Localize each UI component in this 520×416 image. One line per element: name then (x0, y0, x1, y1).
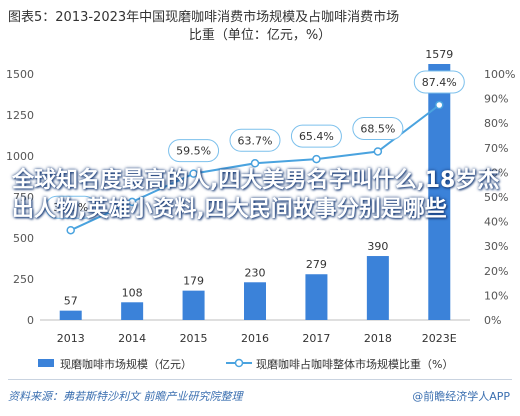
right-axis-ticks: 0% 10% 20% 30% 40% 50% 60% 70% 80% 90% 100% (484, 68, 515, 327)
right-axis-tick-label: 90% (484, 93, 508, 106)
right-axis-tick-label: 10% (484, 289, 508, 302)
bar-2016 (244, 282, 266, 320)
bar-data-label: 179 (183, 275, 204, 288)
share-label-bubble (352, 116, 404, 140)
share-point-2016 (250, 159, 260, 168)
chart-title-units: 比重（单位：亿元，%） (188, 28, 332, 43)
left-axis-ticks: 0 250 500 750 1000 1250 1500 (6, 68, 34, 327)
share-label-text: 87.4% (422, 76, 457, 89)
x-axis-tick-label: 2014 (118, 332, 146, 345)
bar-data-label: 108 (122, 286, 143, 299)
bar-data-label: 57 (64, 295, 78, 308)
right-axis-tick-label: 100% (484, 68, 515, 81)
bar-data-label: 279 (306, 258, 327, 271)
right-axis-tick-label: 40% (484, 216, 508, 229)
share-label-text: 65.4% (299, 130, 334, 143)
right-axis-tick-label: 50% (484, 191, 508, 204)
bar-2014 (121, 302, 144, 320)
bar-data-label: 230 (245, 266, 266, 279)
left-axis-tick-label: 1500 (6, 68, 34, 81)
share-points: 36.5% 59.5% 63.7% 65.4% 68.5% 87.4% (45, 70, 465, 235)
share-label-bubble (229, 128, 281, 152)
source-note: 资料来源：弗若斯特沙利文 前瞻产业研究院整理 (8, 390, 243, 403)
left-axis-tick-label: 750 (13, 191, 34, 204)
bar-2023E (428, 64, 451, 320)
left-axis-tick-label: 500 (13, 232, 34, 245)
bar-2015 (182, 290, 205, 320)
x-axis-tick-label: 2018 (364, 332, 392, 345)
left-axis-tick-label: 1250 (6, 109, 34, 122)
x-axis-tick-label: 2013 (57, 332, 85, 345)
share-data-label: 87.4% (413, 70, 465, 94)
legend-line-label: 现磨咖啡占咖啡整体市场规模比重（%） (256, 358, 454, 371)
legend-bar-label: 现磨咖啡市场规模（亿元） (60, 358, 192, 371)
share-label-text: 63.7% (238, 134, 273, 147)
bar-data-label: 1579 (425, 48, 453, 61)
legend-bar-swatch (38, 359, 54, 367)
right-axis-tick-label: 70% (484, 142, 508, 155)
share-data-label: 36.5% (45, 195, 97, 219)
bar-data-labels: 57 108 179 230 279 390 1579 (64, 48, 454, 308)
share-label-bubble (413, 70, 465, 94)
publisher-credit: @前瞻经济学人APP (412, 390, 510, 403)
x-axis-tick-label: 2016 (241, 332, 269, 345)
bar-series (59, 64, 451, 320)
share-data-label: 65.4% (290, 124, 342, 148)
share-label-bubble (168, 139, 220, 163)
right-axis-tick-label: 80% (484, 117, 508, 130)
share-point-2013 (66, 225, 75, 235)
left-axis-tick-label: 1000 (6, 150, 34, 163)
x-axis-ticks: 2013 2014 2015 2016 2017 2018 2023E (57, 332, 457, 345)
right-axis-tick-label: 30% (484, 240, 508, 253)
share-label-text: 59.5% (176, 145, 211, 158)
share-point-2014 (127, 197, 137, 207)
footer-divider (8, 379, 512, 380)
right-axis-tick-label: 60% (484, 166, 508, 179)
share-data-label: 68.5% (352, 116, 404, 140)
share-label-bubble (45, 195, 97, 219)
share-data-label: 59.5% (168, 139, 220, 163)
share-point-2023E (435, 100, 444, 110)
left-axis-tick-label: 0 (27, 314, 34, 327)
bar-2013 (59, 310, 82, 320)
share-point-2017 (312, 154, 321, 164)
share-label-bubble (290, 124, 342, 148)
left-axis-tick-label: 250 (13, 273, 34, 286)
x-axis-tick-label: 2015 (180, 332, 208, 345)
overlay-headline: 全球知名度最高的人,四大美男名字叫什么,18岁杰出人物,英雄小资料,四大民间故事… (12, 168, 500, 222)
x-axis-tick-label: 2017 (302, 332, 330, 345)
share-label-text: 68.5% (360, 122, 395, 135)
bar-data-label: 390 (367, 240, 388, 253)
right-axis-tick-label: 20% (484, 265, 508, 278)
share-data-label: 63.7% (229, 128, 281, 152)
right-axis-tick-label: 0% (484, 314, 501, 327)
chart-title: 图表5：2013-2023年中国现磨咖啡消费市场规模及占咖啡消费市场 (8, 10, 400, 25)
share-point-2018 (373, 147, 383, 156)
bar-2018 (366, 256, 389, 320)
x-axis-tick-label: 2023E (422, 332, 457, 345)
share-point-2015 (189, 169, 198, 178)
share-label-text: 36.5% (53, 201, 88, 214)
bar-2017 (305, 274, 328, 320)
legend-line-swatch (226, 358, 252, 368)
